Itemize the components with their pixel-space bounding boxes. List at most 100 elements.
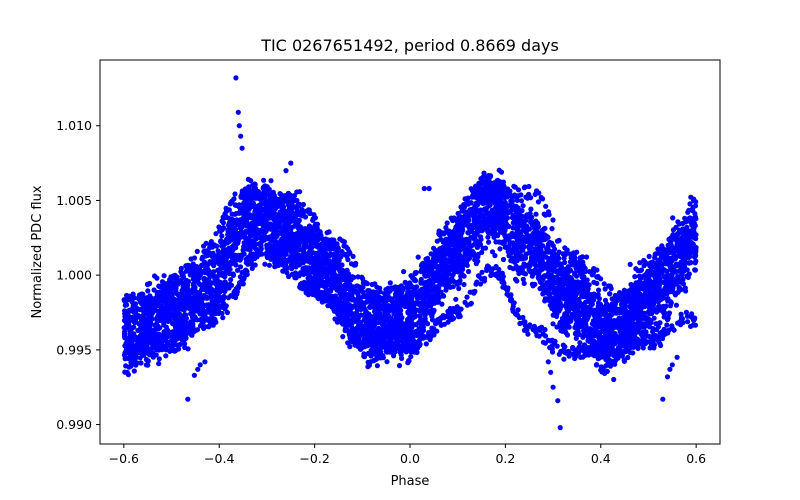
data-point	[398, 352, 404, 358]
data-point	[500, 256, 507, 263]
data-point	[154, 275, 160, 281]
data-point	[173, 325, 179, 331]
data-point	[393, 312, 399, 318]
data-point	[137, 355, 143, 361]
data-point	[270, 215, 276, 221]
data-point	[514, 197, 520, 203]
data-point	[524, 212, 530, 218]
data-point	[145, 282, 151, 288]
data-point	[692, 267, 698, 273]
data-point	[156, 361, 162, 367]
data-point	[533, 241, 539, 247]
data-point	[418, 276, 424, 283]
data-point	[122, 335, 128, 341]
data-point	[416, 301, 422, 308]
data-point	[566, 285, 572, 291]
data-point	[599, 334, 606, 341]
data-point	[206, 303, 212, 309]
data-point	[594, 280, 600, 286]
data-point	[548, 285, 554, 291]
data-point	[489, 249, 496, 255]
data-point	[215, 259, 221, 265]
data-point	[464, 262, 470, 268]
data-point	[173, 318, 179, 324]
data-point	[626, 317, 633, 323]
data-point	[683, 288, 689, 294]
data-point	[482, 219, 488, 225]
data-point	[679, 228, 685, 234]
data-point	[556, 249, 562, 255]
data-point	[664, 290, 670, 296]
data-point	[460, 262, 466, 269]
data-point	[674, 231, 681, 237]
data-point	[250, 230, 256, 237]
data-point	[469, 228, 475, 235]
data-point	[628, 281, 634, 288]
data-point	[318, 245, 324, 251]
data-point	[562, 259, 568, 266]
data-point	[247, 247, 253, 253]
data-point	[217, 251, 223, 257]
data-point	[309, 233, 316, 239]
data-point	[180, 295, 186, 301]
data-point	[530, 283, 536, 289]
data-point	[328, 281, 334, 287]
data-point	[385, 285, 391, 291]
data-point	[337, 296, 343, 302]
data-point	[471, 224, 477, 230]
data-point	[615, 323, 621, 329]
data-point	[646, 296, 652, 302]
data-point	[686, 207, 692, 213]
data-point	[221, 286, 227, 292]
data-point	[621, 357, 627, 363]
data-point	[225, 260, 231, 266]
data-point	[498, 169, 505, 175]
data-point	[564, 332, 571, 338]
data-point	[602, 286, 608, 292]
data-point	[430, 299, 436, 305]
data-point	[436, 295, 442, 301]
data-point	[586, 282, 592, 288]
data-point	[572, 331, 579, 337]
data-point	[436, 299, 442, 305]
data-point	[166, 304, 172, 311]
data-point	[452, 260, 458, 266]
data-point	[670, 215, 676, 221]
data-point	[518, 198, 525, 204]
data-point	[241, 251, 247, 257]
data-point	[447, 265, 453, 271]
data-point	[452, 251, 458, 257]
data-point	[165, 318, 171, 324]
data-point	[692, 260, 698, 266]
data-point	[353, 288, 359, 294]
data-point	[643, 329, 649, 335]
data-point	[131, 324, 137, 330]
data-point	[340, 273, 346, 279]
data-point	[693, 216, 699, 222]
data-point	[203, 265, 209, 271]
data-point	[349, 293, 355, 299]
chart-title: TIC 0267651492, period 0.8669 days	[260, 36, 559, 55]
data-point	[218, 270, 224, 276]
data-point	[358, 312, 364, 318]
data-point	[514, 278, 520, 284]
data-point	[539, 229, 545, 235]
data-point	[645, 300, 651, 306]
data-point	[146, 307, 152, 313]
data-point	[598, 303, 604, 309]
data-point	[633, 266, 639, 272]
data-point	[524, 223, 530, 229]
data-point	[304, 230, 310, 236]
data-point	[248, 178, 254, 184]
data-point	[241, 222, 247, 228]
data-point	[218, 238, 224, 244]
data-point	[682, 215, 688, 221]
data-point	[514, 246, 520, 252]
data-point	[593, 362, 600, 368]
data-point	[122, 369, 128, 375]
data-point	[419, 295, 425, 301]
data-point	[163, 353, 169, 359]
data-point	[226, 234, 232, 240]
data-point	[596, 296, 603, 302]
